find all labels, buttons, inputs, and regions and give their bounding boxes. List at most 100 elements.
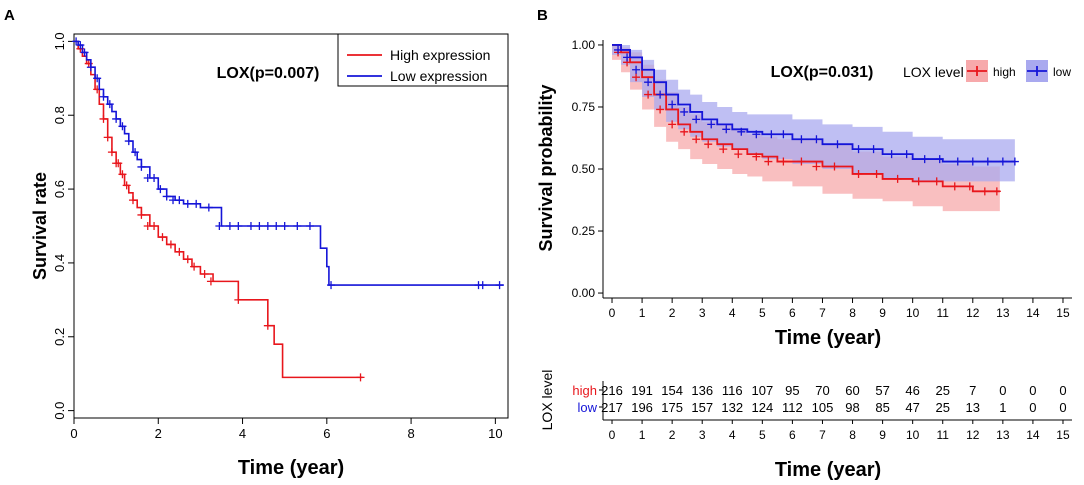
panel-b-series-1-censor-mark	[797, 135, 806, 144]
panel-b-series-0-censor-mark	[872, 169, 881, 178]
risk-table-row-label-1: low	[577, 400, 597, 415]
panel-a-series-1-censor-mark	[280, 222, 289, 230]
risk-table-x-tick-label: 5	[759, 428, 766, 442]
risk-table-x-tick-label: 13	[996, 428, 1010, 442]
panel-b-x-tick-label: 5	[759, 306, 766, 320]
panel-a-series-1-censor-mark	[118, 122, 127, 131]
risk-table-cell: 98	[845, 400, 859, 415]
panel-b-x-tick-label: 14	[1026, 306, 1040, 320]
panel-b-series-1-censor-mark	[1010, 157, 1019, 166]
panel-b-series-1-censor-mark	[722, 125, 731, 134]
panel-a-legend-box	[337, 33, 509, 87]
panel-a-series-0-censor-mark	[234, 295, 243, 304]
panel-b-legend-title: LOX level	[903, 64, 964, 80]
panel-a-y-axis-label: Survival rate	[30, 172, 50, 280]
risk-table-cell: 217	[601, 400, 623, 415]
panel-a-x-tick-label: 10	[488, 426, 502, 441]
panel-a-series-1-censor-mark	[99, 92, 108, 101]
panel-a-series-0-censor-mark	[166, 240, 175, 249]
panel-b-series-0-censor-mark	[719, 145, 728, 154]
panel-b-series-1-censor-mark	[767, 130, 776, 139]
risk-table-cell: 13	[966, 400, 980, 415]
panel-b-chart: 0.000.250.500.751.000 1 2 3 4 5 6 7 8 9 10 11 12 13 14…	[536, 38, 1072, 349]
panel-b-series-1-censor-mark	[680, 107, 689, 116]
panel-a-series-0-curve	[74, 40, 363, 379]
risk-table-x-tick-label: 10	[906, 428, 920, 442]
panel-a-series-1-censor-mark	[478, 281, 487, 290]
panel-a-x-tick-label: 2	[155, 426, 162, 441]
panel-a-y-tick-label: 0.8	[52, 106, 67, 124]
panel-b-series-0-censor-mark	[965, 182, 974, 191]
panel-a-series-0-censor-mark	[137, 210, 146, 219]
panel-b-series-0-censor-mark	[992, 187, 1001, 196]
panel-b-series-0-censor-mark	[764, 157, 773, 166]
panel-a-series-1-censor-mark	[225, 222, 234, 230]
panel-b-y-tick-label: 0.25	[572, 224, 596, 238]
panel-b-series-0-censor-mark	[644, 90, 653, 99]
panel-a-series-1-censor-mark	[105, 100, 114, 109]
panel-b-series-1-censor-mark	[935, 155, 944, 164]
panel-b-series-0-censor-mark	[656, 105, 665, 114]
risk-table-cell: 25	[935, 383, 949, 398]
risk-table-cell: 136	[691, 383, 713, 398]
panel-b-series-1-censor-mark	[623, 53, 632, 62]
panel-a-x-tick-label: 6	[323, 426, 330, 441]
panel-b-series-1-censor-mark	[779, 130, 788, 139]
panel-b-series-0-censor-mark	[734, 150, 743, 159]
panel-b-series-1-censor-mark	[983, 157, 992, 166]
panel-b-y-tick-label: 1.00	[572, 38, 596, 52]
panel-b-series-1-censor-mark	[614, 45, 623, 54]
risk-table-x-axis-label: Time (year)	[775, 459, 881, 481]
risk-table-cell: 105	[812, 400, 834, 415]
panel-b-series-0-censor-mark	[680, 127, 689, 136]
risk-table-cell: 216	[601, 383, 623, 398]
panel-a-x-axis-label: Time (year)	[238, 457, 344, 479]
panel-b-x-tick-label: 6	[789, 306, 796, 320]
panel-a-series-0-censor-mark	[122, 181, 131, 190]
risk-table-x-tick-label: 3	[699, 428, 706, 442]
risk-table-cell: 57	[875, 383, 889, 398]
risk-table-cell: 7	[969, 383, 976, 398]
panel-b-series-0-censor-mark	[692, 135, 701, 144]
panel-b-series-1-confidence-band	[612, 44, 1015, 182]
risk-table-x-tick-label: 4	[729, 428, 736, 442]
panel-b-y-tick-label: 0.50	[572, 162, 596, 176]
risk-table-cell: 0	[1059, 383, 1066, 398]
risk-table-cell: 25	[935, 400, 949, 415]
risk-table-y-axis-label: LOX level	[539, 370, 555, 431]
panel-b-series-1-censor-mark	[644, 78, 653, 87]
panel-a-series-0-censor-mark	[190, 262, 199, 271]
panel-a-series-1-censor-mark	[86, 63, 95, 72]
panel-b-series-0-censor-mark	[893, 174, 902, 183]
panel-a-series-1-censor-mark	[162, 192, 171, 201]
risk-table-cell: 191	[631, 383, 653, 398]
risk-table-x-tick-label: 15	[1056, 428, 1070, 442]
panel-b-series-1-censor-mark	[812, 135, 821, 144]
risk-table-x-tick-label: 14	[1026, 428, 1040, 442]
panel-b-series-0-censor-mark	[668, 120, 677, 129]
panel-b-x-axis-label: Time (year)	[775, 327, 881, 349]
panel-a-series-0-censor-mark	[263, 321, 272, 330]
panel-a-series-1-curve	[74, 40, 504, 286]
panel-b-series-1-censor-mark	[854, 145, 863, 154]
panel-b-series-0-censor-mark	[914, 177, 923, 186]
panel-a-y-tick-label: 1.0	[52, 32, 67, 50]
panel-a-series-0-censor-mark	[206, 277, 215, 286]
risk-table-cell: 116	[722, 383, 743, 398]
panel-b-x-tick-label: 8	[849, 306, 856, 320]
panel-a-legend-label-0: High expression	[390, 47, 490, 63]
panel-a-series-1-censor-mark	[124, 137, 133, 146]
risk-table-cell: 0	[1059, 400, 1066, 415]
panel-b-risk-table: high 216 191 154 136 116 107 95 70 60 57 46 25 7 0 0 0lo…	[539, 370, 1072, 481]
panel-b-x-tick-label: 3	[699, 306, 706, 320]
panel-b-series-0-censor-mark	[932, 177, 941, 186]
panel-a-series-0-censor-mark	[158, 233, 167, 242]
risk-table-cell: 1	[999, 400, 1006, 415]
panel-b-p-value-annotation: LOX(p=0.031)	[771, 64, 874, 81]
panel-b-series-1-censor-mark	[656, 90, 665, 99]
panel-b-y-tick-label: 0.75	[572, 100, 596, 114]
panel-a-series-1-censor-mark	[215, 222, 224, 230]
panel-b-x-tick-label: 1	[639, 306, 646, 320]
risk-table-x-tick-label: 6	[789, 428, 796, 442]
risk-table-x-tick-label: 2	[669, 428, 676, 442]
